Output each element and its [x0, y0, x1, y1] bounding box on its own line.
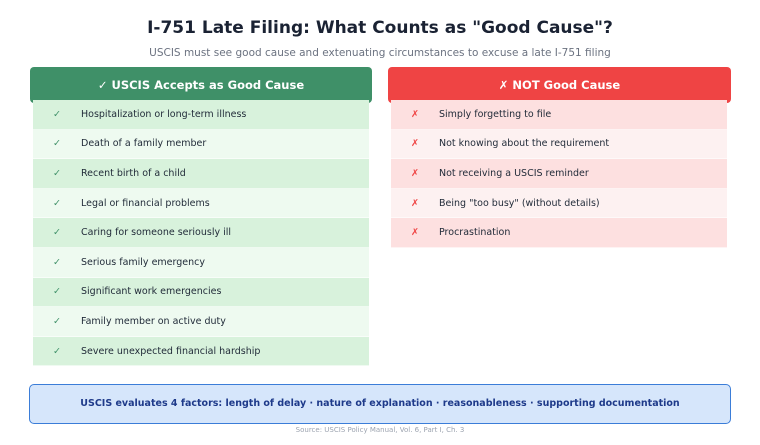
- item-icon: ✗: [411, 138, 419, 150]
- item-text: Significant work emergencies: [81, 286, 222, 298]
- item-text: Procrastination: [439, 227, 511, 239]
- list-item: ✓ Death of a family member: [33, 129, 369, 160]
- list-item: ✓ Caring for someone seriously ill: [33, 218, 369, 248]
- accepted-list: ✓ Hospitalization or long-term illness ✓ De…: [33, 100, 369, 367]
- list-item: ✓ Significant work emergencies: [33, 277, 369, 308]
- item-text: Death of a family member: [81, 138, 207, 150]
- list-item: ✓ Family member on active duty: [33, 307, 369, 337]
- item-icon: ✓: [53, 197, 61, 209]
- item-text: Being "too busy" (without details): [439, 197, 600, 209]
- list-item: ✓ Severe unexpected financial hardship: [33, 336, 369, 367]
- item-text: Not knowing about the requirement: [439, 138, 610, 150]
- subtitle: USCIS must see good cause and extenuatin…: [149, 47, 611, 59]
- item-icon: ✗: [411, 197, 419, 209]
- item-icon: ✗: [411, 167, 419, 179]
- list-item: ✗ Not knowing about the requirement: [391, 129, 727, 160]
- footer-note: USCIS evaluates 4 factors: length of del…: [29, 384, 731, 424]
- item-text: Recent birth of a child: [81, 167, 186, 179]
- list-item: ✓ Recent birth of a child: [33, 159, 369, 189]
- item-text: Serious family emergency: [81, 256, 205, 268]
- source: Source: USCIS Policy Manual, Vol. 6, Par…: [295, 426, 465, 434]
- item-text: Not receiving a USCIS reminder: [439, 167, 589, 179]
- list-item: ✗ Being "too busy" (without details): [391, 188, 727, 219]
- list-item: ✓ Hospitalization or long-term illness: [33, 100, 369, 130]
- item-icon: ✓: [53, 345, 61, 357]
- item-text: Legal or financial problems: [81, 197, 210, 209]
- accepted-header: ✓ USCIS Accepts as Good Cause: [30, 67, 372, 103]
- item-icon: ✓: [53, 286, 61, 298]
- item-icon: ✗: [411, 227, 419, 239]
- rejected-header: ✗ NOT Good Cause: [388, 67, 731, 103]
- item-text: Severe unexpected financial hardship: [81, 345, 261, 357]
- list-item: ✓ Serious family emergency: [33, 247, 369, 278]
- rejected-list: ✗ Simply forgetting to file ✗ Not knowing a…: [391, 100, 727, 248]
- item-icon: ✓: [53, 138, 61, 150]
- item-icon: ✗: [411, 108, 419, 120]
- list-item: ✓ Legal or financial problems: [33, 188, 369, 219]
- item-text: Simply forgetting to file: [439, 108, 552, 120]
- item-icon: ✓: [53, 167, 61, 179]
- list-item: ✗ Simply forgetting to file: [391, 100, 727, 130]
- item-icon: ✓: [53, 108, 61, 120]
- item-text: Family member on active duty: [81, 315, 226, 327]
- item-text: Hospitalization or long-term illness: [81, 108, 247, 120]
- item-icon: ✓: [53, 256, 61, 268]
- item-text: Caring for someone seriously ill: [81, 227, 232, 239]
- title: I-751 Late Filing: What Counts as "Good …: [147, 18, 613, 38]
- list-item: ✗ Procrastination: [391, 218, 727, 248]
- item-icon: ✓: [53, 315, 61, 327]
- item-icon: ✓: [53, 227, 61, 239]
- list-item: ✗ Not receiving a USCIS reminder: [391, 159, 727, 189]
